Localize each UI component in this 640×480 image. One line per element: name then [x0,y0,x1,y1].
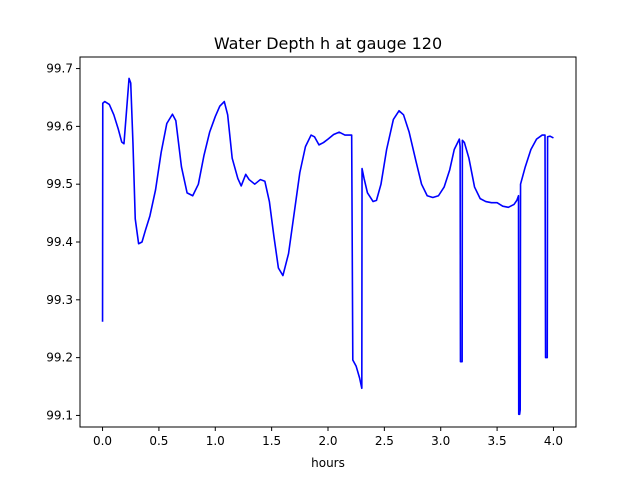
x-tick-label: 3.5 [488,434,507,448]
x-tick-label: 4.0 [544,434,563,448]
y-tick-label: 99.5 [46,177,73,191]
y-tick-label: 99.3 [46,293,73,307]
x-axis-label: hours [311,456,345,470]
series-line-0 [101,77,554,416]
chart-title: Water Depth h at gauge 120 [214,34,442,53]
x-tick-label: 0.0 [93,434,112,448]
y-tick-label: 99.7 [46,62,73,76]
y-tick-label: 99.2 [46,351,73,365]
x-tick-label: 2.0 [318,434,337,448]
x-tick-label: 1.5 [262,434,281,448]
y-tick-label: 99.1 [46,408,73,422]
x-tick-label: 2.5 [375,434,394,448]
x-tick-label: 3.0 [431,434,450,448]
x-tick-label: 1.0 [206,434,225,448]
y-tick-label: 99.4 [46,235,73,249]
y-tick-label: 99.6 [46,119,73,133]
plot-area: 0.0 0.5 1.0 1.5 2.0 2.5 3.0 3.5 4.0 99.1 99.2 99.3 9… [46,56,577,448]
x-tick-label: 0.5 [149,434,168,448]
